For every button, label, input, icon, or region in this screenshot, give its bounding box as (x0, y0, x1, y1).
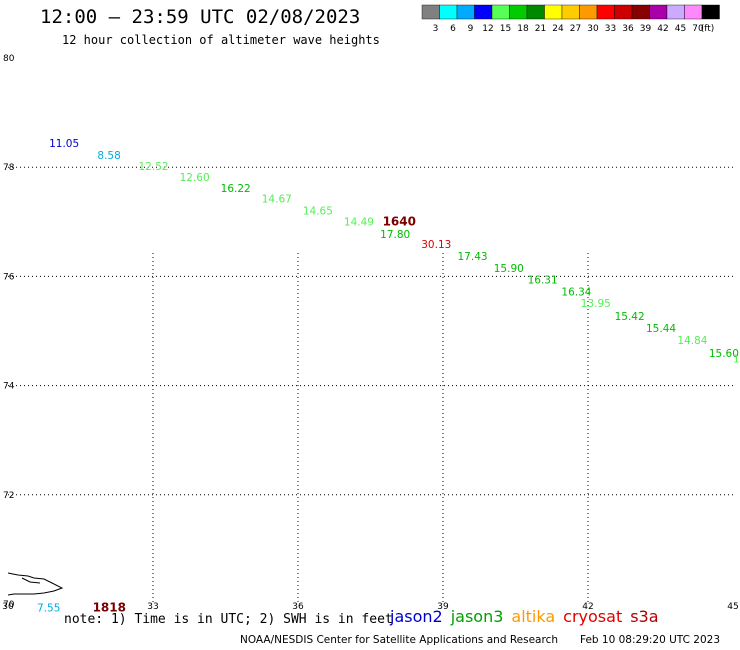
x-tick-label: 45 (727, 602, 738, 612)
colorbar-tick-label: 21 (535, 24, 546, 34)
colorbar-tick-label: 3 (433, 24, 439, 34)
colorbar-tick-label: 12 (482, 24, 493, 34)
colorbar-unit: (ft) (701, 24, 715, 34)
footer-credit: NOAA/NESDIS Center for Satellite Applica… (240, 634, 558, 646)
legend-cryosat: cryosat (563, 607, 623, 626)
colorbar-swatch (456, 4, 475, 20)
colorbar-tick-label: 45 (675, 24, 686, 34)
wave-height-label: 15.60 (709, 348, 739, 360)
wave-height-label: 14.49 (344, 217, 374, 229)
colorbar-swatch (649, 4, 668, 20)
wave-height-label: 11.05 (49, 138, 79, 150)
colorbar-tick-label: 42 (657, 24, 668, 34)
legend-jason2: jason2 (390, 607, 443, 626)
colorbar-swatch (421, 4, 440, 20)
wave-height-label: 14.84 (677, 335, 707, 347)
colorbar-tick-label: 70 (692, 24, 704, 34)
y-tick-label: 74 (3, 382, 15, 392)
x-tick-label: 42 (582, 602, 593, 612)
colorbar-swatch (631, 4, 650, 20)
colorbar-swatch (701, 4, 720, 20)
coastline-outline (7, 572, 64, 596)
colorbar-swatch (579, 4, 598, 20)
colorbar-tick-label: 18 (517, 24, 529, 34)
colorbar-swatch (544, 4, 563, 20)
wave-height-label: 17.43 (458, 251, 488, 263)
wave-height-label: 16.22 (221, 183, 251, 195)
x-tick-label: 36 (292, 602, 304, 612)
chart-title: 12:00 – 23:59 UTC 02/08/2023 (40, 6, 361, 28)
colorbar-tick-label: 33 (605, 24, 616, 34)
colorbar-tick-label: 39 (640, 24, 652, 34)
colorbar-swatch (526, 4, 545, 20)
colorbar-swatch (474, 4, 493, 20)
legend-jason3: jason3 (450, 607, 504, 626)
footer-timestamp: Feb 10 08:29:20 UTC 2023 (580, 634, 720, 646)
legend-altika: altika (511, 607, 556, 626)
colorbar-swatch (614, 4, 633, 20)
x-tick-label: 33 (147, 602, 158, 612)
colorbar-legend: 3 6 9 12 15 18 21 24 27 30 33 36 39 42 45 70(ft) (421, 4, 720, 34)
wave-height-label: 15.90 (494, 263, 524, 275)
legend-s3a: s3a (630, 607, 659, 626)
wave-height-label: 16.34 (561, 287, 591, 299)
satellite-legend: jason2 jason3 altika cryosat s3a (390, 607, 667, 626)
wave-height-label: 14.67 (262, 194, 292, 206)
wave-height-label: 15.42 (615, 311, 645, 323)
axis-ticks: 30 33 36 39 42 45 70 72 74 76 78 80 (2, 54, 738, 612)
wave-height-label: 16.31 (528, 274, 558, 286)
wave-height-label: 14.65 (303, 206, 333, 218)
colorbar-tick-label: 6 (450, 24, 456, 34)
chart-grid (8, 166, 733, 604)
chart-subtitle: 12 hour collection of altimeter wave hei… (62, 33, 380, 47)
colorbar-swatch (666, 4, 685, 20)
y-tick-label: 72 (3, 491, 14, 501)
y-tick-label: 76 (3, 272, 15, 282)
time-label: 1640 (383, 215, 416, 229)
colorbar-swatch (561, 4, 580, 20)
wave-height-label: 12.60 (180, 172, 210, 184)
colorbar-swatch (684, 4, 703, 20)
footer-note: note: 1) Time is in UTC; 2) SWH is in fe… (64, 612, 393, 627)
wave-height-label: 7.55 (37, 603, 60, 615)
x-tick-label: 39 (437, 602, 449, 612)
y-tick-label: 80 (3, 54, 15, 64)
wave-height-label: 8.58 (97, 150, 120, 162)
x-tick-label: 30 (2, 602, 14, 612)
wave-height-label: 12.52 (139, 161, 169, 173)
wave-height-label: 17.80 (380, 229, 410, 241)
wave-height-label: 30.13 (421, 239, 451, 251)
wave-height-label: 15.44 (646, 323, 676, 335)
colorbar-tick-label: 27 (570, 24, 581, 34)
wave-height-label: 13.95 (581, 298, 611, 310)
y-tick-label: 70 (3, 600, 15, 610)
colorbar-swatch (439, 4, 458, 20)
y-tick-label: 78 (3, 163, 15, 173)
time-label: 1818 (93, 601, 126, 615)
colorbar-swatch (491, 4, 510, 20)
wave-height-label: 13 (733, 354, 740, 366)
colorbar-swatch (509, 4, 528, 20)
colorbar-tick-label: 9 (468, 24, 474, 34)
colorbar-tick-label: 15 (500, 24, 511, 34)
colorbar-tick-label: 24 (552, 24, 564, 34)
colorbar-tick-label: 30 (587, 24, 599, 34)
data-points: 11.05 8.58 12.52 12.60 16.22 14.67 14.65 14.49 1… (37, 138, 740, 615)
colorbar-swatch (596, 4, 615, 20)
colorbar-tick-label: 36 (622, 24, 634, 34)
